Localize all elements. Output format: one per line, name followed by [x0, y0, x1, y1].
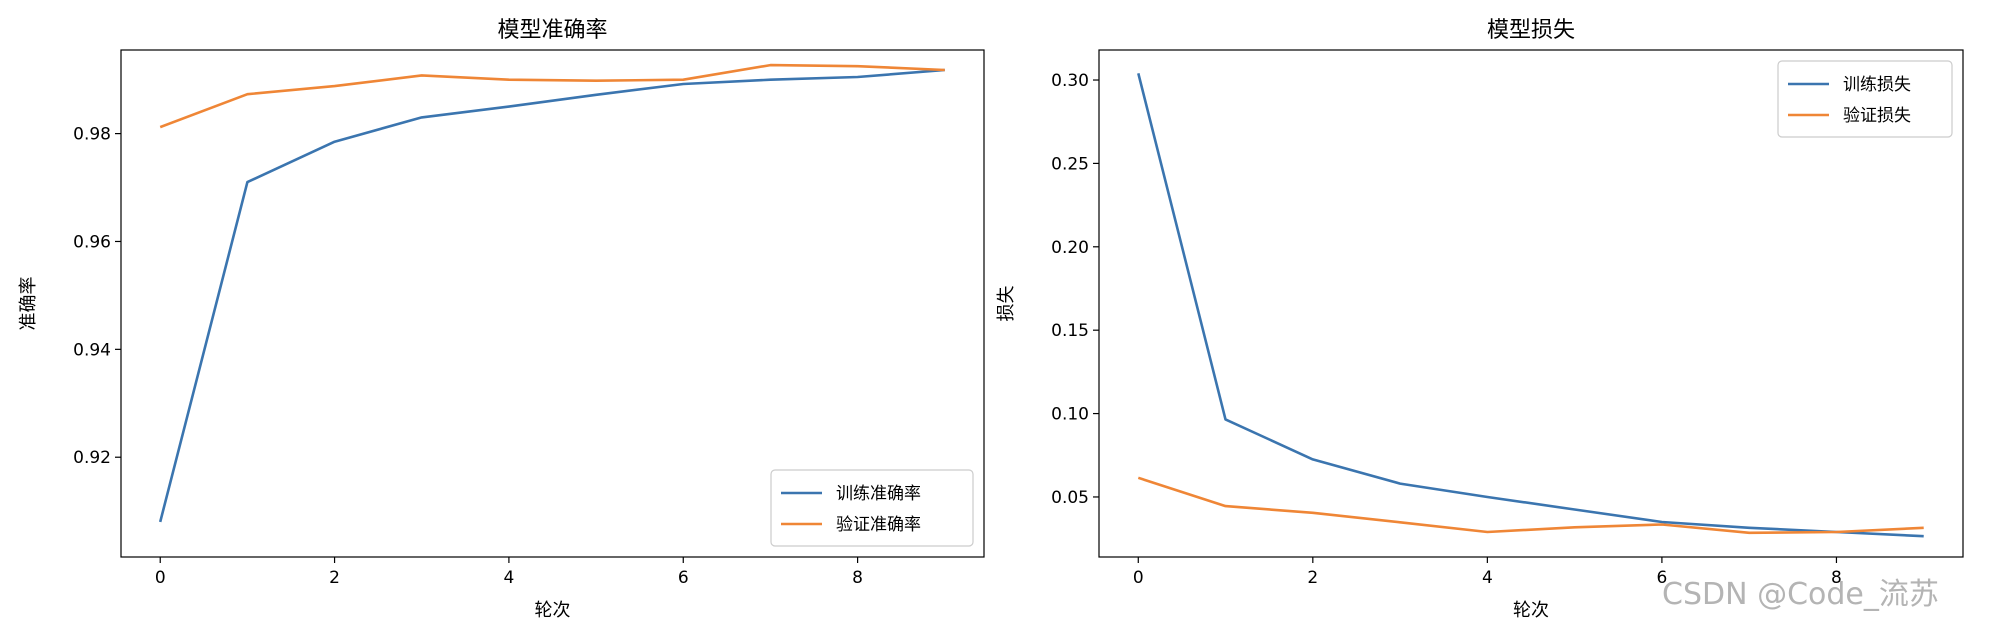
- x-tick-label: 8: [1831, 568, 1842, 588]
- axes-frame: [1098, 49, 1964, 558]
- legend-label-0: 训练准确率: [836, 484, 921, 504]
- series-line-1: [159, 63, 945, 129]
- y-tick-label: 0.15: [1051, 321, 1089, 341]
- series-line-1: [1137, 476, 1924, 535]
- y-tick-label: 0.25: [1051, 154, 1089, 174]
- y-tick-label: 0.30: [1051, 71, 1089, 91]
- y-tick-label: 0.92: [73, 448, 111, 468]
- series-line-0: [158, 68, 945, 523]
- legend-box: [770, 469, 974, 547]
- y-tick-label: 0.05: [1051, 488, 1089, 508]
- y-tick-label: 0.98: [73, 125, 111, 145]
- legend-label-0: 训练损失: [1843, 75, 1911, 95]
- watermark: CSDN @Code_流苏: [1662, 577, 1939, 612]
- axes-frame: [120, 49, 985, 558]
- y-tick-label: 0.20: [1051, 238, 1089, 258]
- accuracy-chart: 模型准确率 0 2 4 6 8 0.92 0.94 0.96 0.98 轮次 准确率训练准确率验证准确…: [18, 18, 985, 621]
- loss-chart: 模型损失 0 2 4 6 8 0.05 0.10 0.15 0.20 0.25 0.30 轮次 损失 训练损…: [996, 18, 1964, 621]
- y-tick-label: 0.94: [73, 340, 111, 360]
- x-tick-label: 2: [1307, 568, 1318, 588]
- x-tick-label: 2: [329, 568, 340, 588]
- series-line-0: [1137, 72, 1924, 538]
- y-tick-label: 0.10: [1051, 405, 1089, 425]
- y-tick-label: 0.96: [73, 232, 111, 252]
- x-axis-label: 轮次: [1513, 600, 1549, 621]
- legend-label-1: 验证准确率: [836, 515, 921, 535]
- y-axis-label: 准确率: [18, 277, 39, 331]
- chart-title: 模型损失: [1487, 18, 1575, 43]
- chart-title: 模型准确率: [497, 18, 607, 43]
- x-tick-label: 4: [504, 568, 515, 588]
- x-tick-label: 4: [1482, 568, 1493, 588]
- legend-label-1: 验证损失: [1843, 106, 1911, 126]
- legend-box: [1777, 60, 1953, 138]
- x-tick-label: 0: [1133, 568, 1144, 588]
- x-tick-label: 8: [852, 568, 863, 588]
- y-axis-label: 损失: [996, 286, 1017, 322]
- x-tick-label: 0: [155, 568, 166, 588]
- x-tick-label: 6: [1656, 568, 1667, 588]
- x-tick-label: 6: [678, 568, 689, 588]
- x-axis-label: 轮次: [535, 600, 571, 621]
